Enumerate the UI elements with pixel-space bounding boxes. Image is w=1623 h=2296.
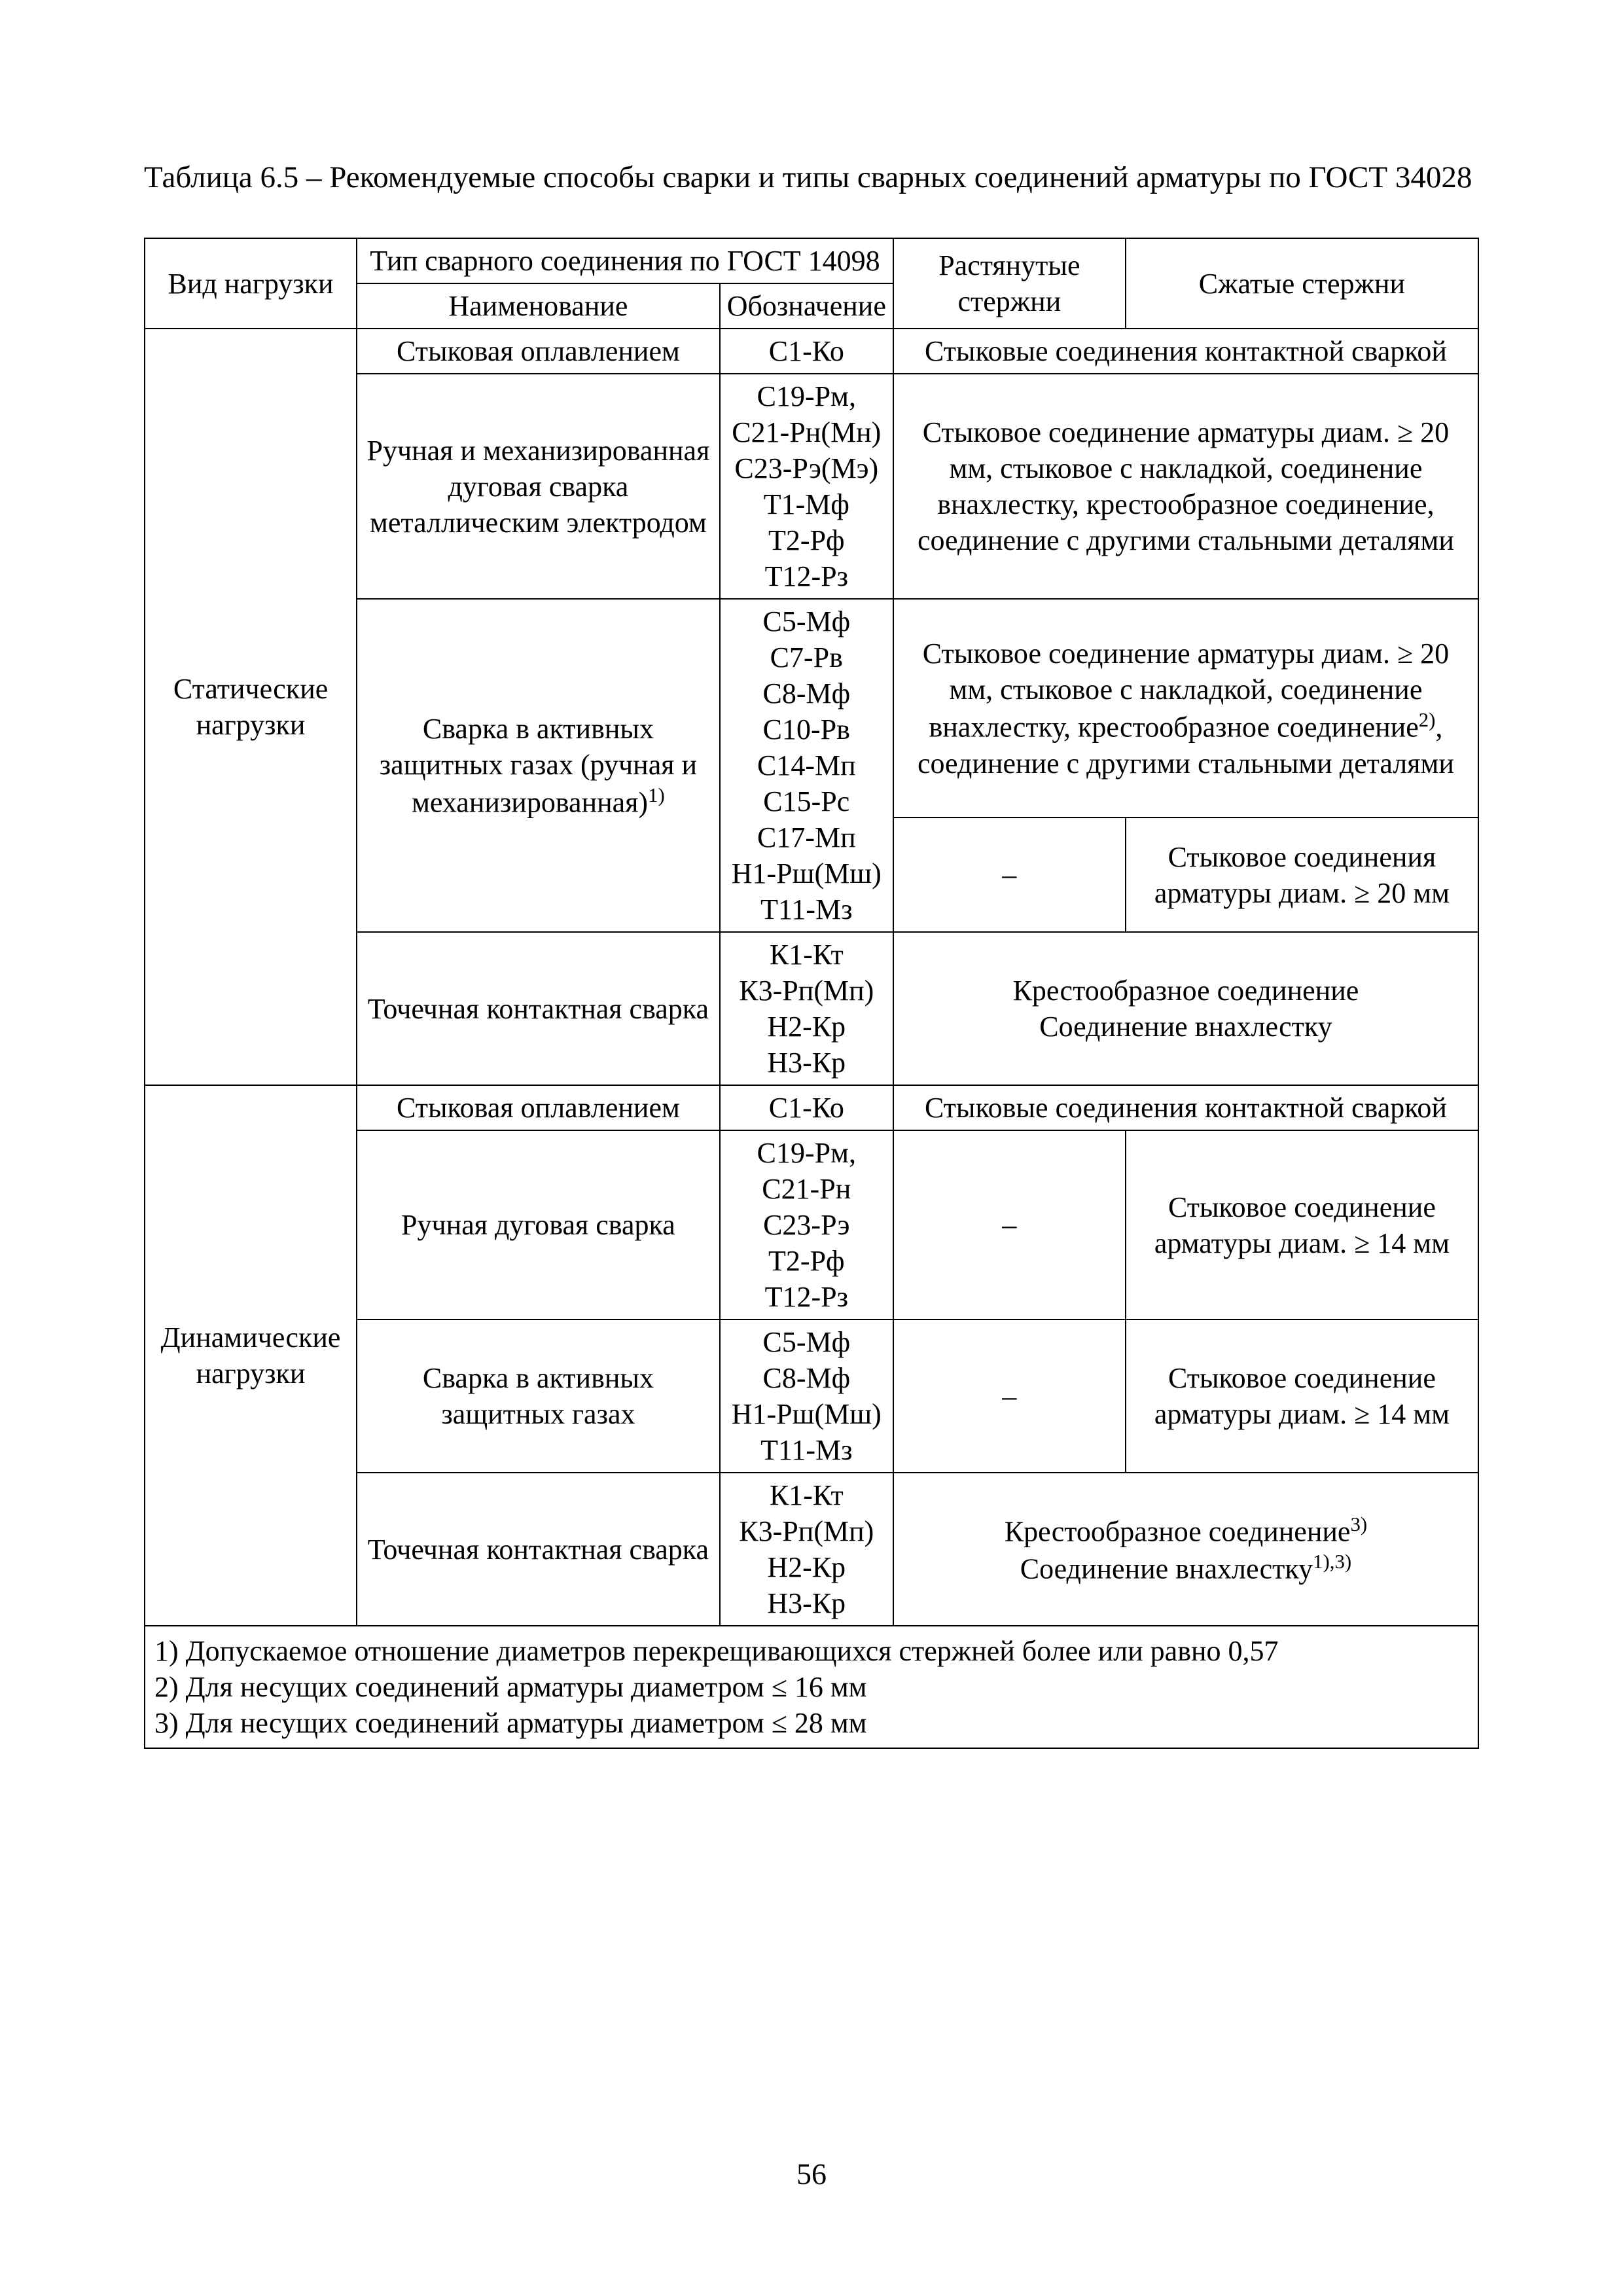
cell-name: Ручная и механизированная дуговая сварка… <box>357 374 720 599</box>
cell-result-left: – <box>893 1130 1126 1319</box>
notes-cell: 1) Допускаемое отношение диаметров перек… <box>145 1626 1478 1748</box>
cell-name: Точечная контактная сварка <box>357 1473 720 1626</box>
header-compression-rods: Сжатые стержни <box>1126 238 1478 329</box>
header-designation: Обозначение <box>720 283 893 329</box>
cell-result-right: Стыковое соединение арматуры диам. ≥ 14 … <box>1126 1130 1478 1319</box>
cell-code: С5-Мф С8-Мф Н1-Рш(Мш) Т11-Мз <box>720 1319 893 1473</box>
header-load-type: Вид нагрузки <box>145 238 357 329</box>
welding-table: Вид нагрузки Тип сварного соединения по … <box>144 238 1479 1749</box>
cell-result: Стыковые соединения контактной сваркой <box>893 329 1478 374</box>
page-number: 56 <box>0 2157 1623 2191</box>
static-loads-label: Статические нагрузки <box>145 329 357 1085</box>
cell-result: Крестообразное соединение Соединение вна… <box>893 932 1478 1085</box>
cell-code: К1-Кт К3-Рп(Мп) Н2-Кр Н3-Кр <box>720 1473 893 1626</box>
cell-code: С5-Мф С7-Рв С8-Мф С10-Рв С14-Мп С15-Рс С… <box>720 599 893 932</box>
cell-name: Сварка в активных защитных газах (ручная… <box>357 599 720 932</box>
cell-result-right: Стыковое соединение арматуры диам. ≥ 14 … <box>1126 1319 1478 1473</box>
note-3: 3) Для несущих соединений арматуры диаме… <box>154 1705 1469 1741</box>
cell-result-left: – <box>893 1319 1126 1473</box>
header-name: Наименование <box>357 283 720 329</box>
cell-result: Крестообразное соединение3)Соединение вн… <box>893 1473 1478 1626</box>
cell-name: Точечная контактная сварка <box>357 932 720 1085</box>
cell-code: С1-Ко <box>720 329 893 374</box>
cell-name: Ручная дуговая сварка <box>357 1130 720 1319</box>
cell-code: С19-Рм, С21-Рн(Мн) С23-Рэ(Мэ) Т1-Мф Т2-Р… <box>720 374 893 599</box>
cell-code: С1-Ко <box>720 1085 893 1130</box>
note-2: 2) Для несущих соединений арматуры диаме… <box>154 1669 1469 1705</box>
dynamic-loads-label: Динамические нагрузки <box>145 1085 357 1626</box>
cell-result: Стыковые соединения контактной сваркой <box>893 1085 1478 1130</box>
header-joint-type: Тип сварного соединения по ГОСТ 14098 <box>357 238 893 283</box>
cell-name: Стыковая оплавлением <box>357 329 720 374</box>
cell-name: Сварка в активных защитных газах <box>357 1319 720 1473</box>
cell-result-right: Стыковое соединения арматуры диам. ≥ 20 … <box>1126 817 1478 932</box>
cell-code: К1-Кт К3-Рп(Мп) Н2-Кр Н3-Кр <box>720 932 893 1085</box>
cell-result-left: – <box>893 817 1126 932</box>
cell-result: Стыковое соединение арматуры диам. ≥ 20 … <box>893 374 1478 599</box>
table-row: Статические нагрузки Стыковая оплавление… <box>145 329 1478 374</box>
table-row: Динамические нагрузки Стыковая оплавлени… <box>145 1085 1478 1130</box>
table-caption: Таблица 6.5 – Рекомендуемые способы свар… <box>144 157 1479 198</box>
table-header-row-1: Вид нагрузки Тип сварного соединения по … <box>145 238 1478 283</box>
header-tension-rods: Растянутые стержни <box>893 238 1126 329</box>
cell-name: Стыковая оплавлением <box>357 1085 720 1130</box>
cell-result: Стыковое соединение арматуры диам. ≥ 20 … <box>893 599 1478 817</box>
cell-code: С19-Рм, С21-Рн С23-Рэ Т2-Рф Т12-Рз <box>720 1130 893 1319</box>
note-1: 1) Допускаемое отношение диаметров перек… <box>154 1633 1469 1669</box>
notes-row: 1) Допускаемое отношение диаметров перек… <box>145 1626 1478 1748</box>
